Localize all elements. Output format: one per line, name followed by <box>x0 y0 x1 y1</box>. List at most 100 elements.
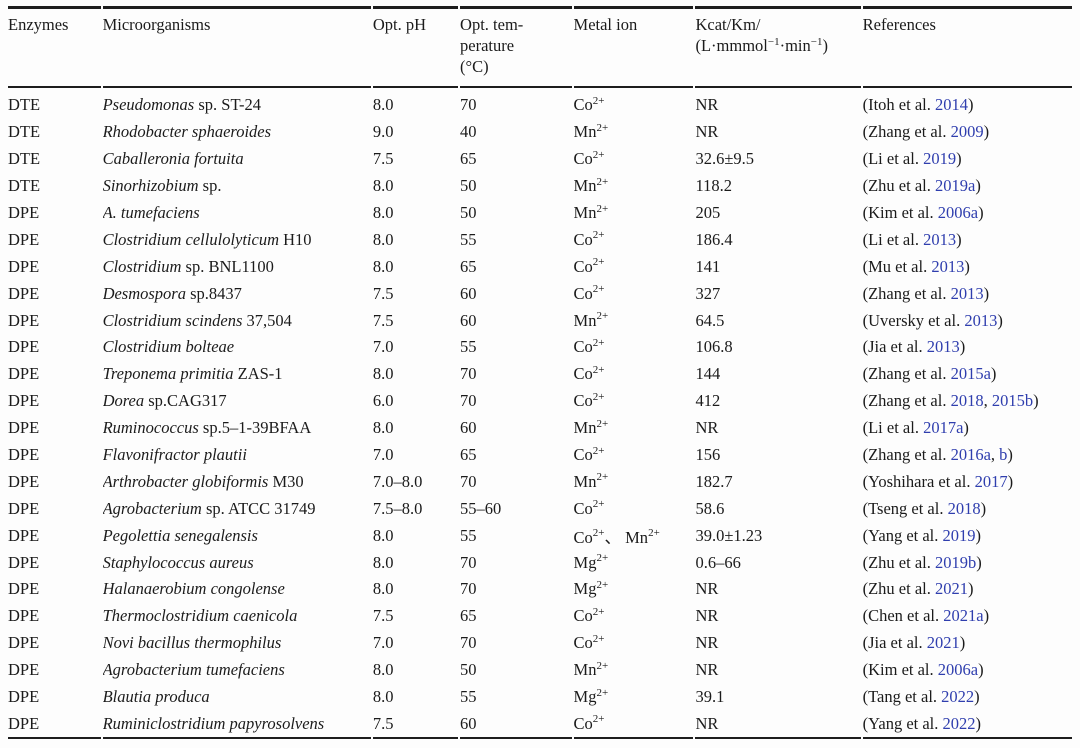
cell-metal-ion: Co2+ <box>573 632 605 653</box>
reference-year-link[interactable]: 2016a <box>950 445 991 465</box>
cell-opt-ph: 7.0 <box>372 445 394 465</box>
superscript: 2+ <box>592 390 605 403</box>
cell-metal-ion: Mn2+ <box>573 471 609 491</box>
cell-kcat-km: NR <box>695 633 719 653</box>
species-name-italic: Arthrobacter globiformis <box>102 471 269 491</box>
reference-year-link[interactable]: 2017a <box>923 418 964 438</box>
cell-kcat-km: 39.1 <box>695 687 725 707</box>
column-header-metal-ion: Metal ion <box>573 6 694 88</box>
cell-metal-ion: Co2+ <box>573 283 605 303</box>
species-name-italic: A. tumefaciens <box>102 203 200 222</box>
cell-opt-temperature: 65 <box>460 256 477 276</box>
reference-year-link[interactable]: 2014 <box>935 95 968 115</box>
cell-opt-temperature: 70 <box>460 364 477 384</box>
cell-opt-ph: 6.0 <box>372 391 394 411</box>
cell-kcat-km: 118.2 <box>695 176 732 196</box>
table-row: DPE Agrobacterium tumefaciens 8.0 50 Mn2+ NR (… <box>8 657 1072 684</box>
reference-year-link[interactable]: 2015a <box>950 364 991 384</box>
cell-microorganism: Caballeronia fortuita <box>103 146 371 173</box>
cell-metal-ion: Co2+ <box>573 229 605 249</box>
species-name-italic: Pegolettia senegalensis <box>102 525 258 545</box>
species-name-italic: Novi bacillus thermophilus <box>102 633 282 653</box>
cell-reference: (Zhu et al. 2021) <box>862 579 974 599</box>
cell-reference: (Jia et al. 2021) <box>862 633 966 653</box>
superscript: 2+ <box>596 552 609 565</box>
enzymes-properties-table: Enzymes Microorganisms Opt. pH Opt. tem-per… <box>6 6 1074 740</box>
cell-metal-ion: Co2+ <box>573 336 605 357</box>
species-name-italic: Clostridium cellulolyticum <box>102 229 280 249</box>
species-name-italic: Caballeronia fortuita <box>102 149 244 169</box>
cell-metal-ion: Co2+ <box>573 390 605 411</box>
cell-opt-temperature: 50 <box>460 203 477 222</box>
reference-year-link[interactable]: 2006a <box>937 203 979 222</box>
table-row: DPE Arthrobacter globiformis M30 7.0–8.0 70… <box>8 468 1072 495</box>
cell-opt-ph: 8.0 <box>372 552 394 572</box>
reference-year-link[interactable]: 2013 <box>964 310 998 330</box>
reference-year-link[interactable]: 2018 <box>950 391 984 411</box>
reference-year-link[interactable]: 2022 <box>942 713 976 733</box>
reference-year-link[interactable]: b <box>999 445 1008 465</box>
species-name-italic: Flavonifractor plautii <box>102 445 247 465</box>
cell-enzyme: DPE <box>8 579 40 599</box>
cell-opt-ph: 9.0 <box>372 122 394 142</box>
cell-kcat-km: 205 <box>695 203 721 222</box>
reference-year-link[interactable]: 2019b <box>935 552 977 572</box>
table-row: DPE Novi bacillus thermophilus 7.0 70 Co2+ NR… <box>8 630 1072 657</box>
reference-year-link[interactable]: 2022 <box>941 687 975 707</box>
reference-year-link[interactable]: 2019 <box>923 149 957 169</box>
superscript: 2+ <box>596 578 609 591</box>
cell-opt-temperature: 65 <box>460 149 477 169</box>
reference-year-link[interactable]: 2015b <box>991 391 1034 411</box>
species-name-italic: Desmospora <box>102 283 186 303</box>
cell-microorganism: Blautia produca <box>103 684 371 711</box>
reference-year-link[interactable]: 2013 <box>926 337 960 357</box>
cell-opt-temperature: 55 <box>460 337 477 357</box>
reference-year-link[interactable]: 2017 <box>974 471 1008 491</box>
cell-opt-temperature: 70 <box>460 95 477 115</box>
cell-enzyme: DPE <box>8 418 40 438</box>
cell-kcat-km: 182.7 <box>695 471 733 491</box>
table-row: DPE Flavonifractor plautii 7.0 65 Co2+ 156 (Zh… <box>8 442 1072 469</box>
cell-enzyme: DPE <box>8 552 40 572</box>
cell-kcat-km: 106.8 <box>695 337 733 357</box>
reference-year-link[interactable]: 2013 <box>931 256 965 276</box>
reference-year-link[interactable]: 2021a <box>943 606 984 626</box>
cell-microorganism: Staphylococcus aureus <box>103 549 371 576</box>
species-name-italic: Agrobacterium <box>102 498 202 518</box>
cell-metal-ion: Mn2+ <box>573 121 609 142</box>
cell-enzyme: DTE <box>8 149 41 169</box>
superscript: 2+ <box>592 256 605 269</box>
cell-reference: (Kim et al. 2006a) <box>862 660 984 680</box>
reference-year-link[interactable]: 2021 <box>926 633 960 653</box>
cell-opt-temperature: 50 <box>460 176 477 196</box>
cell-kcat-km: 58.6 <box>695 498 725 518</box>
cell-microorganism: Novi bacillus thermophilus <box>103 630 371 657</box>
reference-year-link[interactable]: 2019 <box>942 525 976 545</box>
reference-year-link[interactable]: 2013 <box>950 283 984 303</box>
table-row: DPE Halanaerobium congolense 8.0 70 Mg2+ NR (Z… <box>8 576 1072 603</box>
reference-year-link[interactable]: 2021 <box>935 579 968 599</box>
species-name-italic: Clostridium <box>102 256 182 276</box>
cell-reference: (Li et al. 2019) <box>862 149 962 169</box>
reference-year-link[interactable]: 2009 <box>950 122 984 142</box>
cell-enzyme: DPE <box>8 606 40 626</box>
cell-opt-ph: 8.0 <box>372 687 394 707</box>
species-name-italic: Agrobacterium tumefaciens <box>102 660 285 680</box>
cell-opt-temperature: 70 <box>460 633 477 653</box>
cell-kcat-km: NR <box>695 418 719 438</box>
species-name-italic: Halanaerobium congolense <box>102 579 285 599</box>
reference-year-link[interactable]: 2018 <box>947 498 981 518</box>
table-row: DPE Ruminococcus sp.5–1-39BFAA 8.0 60 Mn2+ NR… <box>8 415 1072 442</box>
cell-opt-temperature: 65 <box>460 445 477 465</box>
reference-year-link[interactable]: 2013 <box>923 229 957 249</box>
reference-year-link[interactable]: 2006a <box>937 660 979 680</box>
table-row: DPE Clostridium scindens 37,504 7.5 60 Mn2+ 6… <box>8 307 1072 334</box>
cell-metal-ion: Mn2+ <box>573 659 609 680</box>
cell-enzyme: DPE <box>8 391 40 411</box>
species-name-italic: Thermoclostridium caenicola <box>102 606 298 626</box>
cell-opt-ph: 7.5 <box>372 310 394 330</box>
cell-kcat-km: 64.5 <box>695 310 725 330</box>
cell-metal-ion: Mg2+ <box>573 552 609 572</box>
reference-year-link[interactable]: 2019a <box>935 176 976 196</box>
